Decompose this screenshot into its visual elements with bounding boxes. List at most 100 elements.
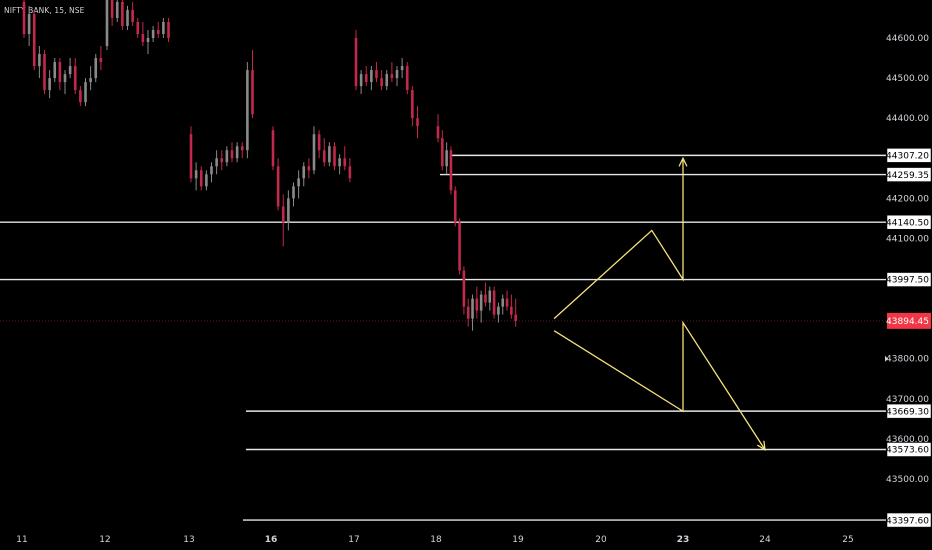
candle-body xyxy=(492,290,496,315)
candle-body xyxy=(121,1,124,26)
candle-body xyxy=(276,166,280,207)
candle-body xyxy=(68,66,72,75)
candle-body xyxy=(385,74,389,87)
candle-body xyxy=(156,29,160,34)
candle-body xyxy=(359,74,363,87)
candle-body xyxy=(317,134,321,151)
candle-body xyxy=(32,13,36,67)
projection-arrows xyxy=(553,156,766,451)
price-tick-label: 44100.00 xyxy=(886,234,929,244)
candle-body xyxy=(453,190,457,223)
candle-body xyxy=(240,146,244,151)
candle-body xyxy=(312,134,316,171)
candle-body xyxy=(38,54,41,67)
candle-body xyxy=(215,158,218,167)
candle-body xyxy=(484,294,487,303)
candles xyxy=(22,0,517,331)
candle-body xyxy=(210,166,213,175)
candle-body xyxy=(141,33,145,43)
candle-body xyxy=(63,74,67,83)
candle-body xyxy=(501,298,505,307)
candle-body xyxy=(99,58,103,63)
candle-body xyxy=(251,70,254,115)
level-price-badge xyxy=(886,403,932,419)
candle-body xyxy=(151,29,155,38)
candle-body xyxy=(27,13,31,34)
candle-body xyxy=(510,306,513,315)
candle-body xyxy=(411,90,414,119)
candle-body xyxy=(79,90,82,103)
candle-body xyxy=(235,146,239,159)
candle-body xyxy=(354,38,358,87)
candle-body xyxy=(445,150,448,167)
level-price-badge xyxy=(886,512,932,528)
level-price-label: 43573.60 xyxy=(886,446,929,456)
time-tick-label: 19 xyxy=(512,535,524,545)
candle-body xyxy=(328,146,331,163)
projection-down-path xyxy=(553,320,766,451)
candle-body xyxy=(287,198,290,223)
price-tick-label: 44600.00 xyxy=(886,34,929,44)
time-tick-label: 25 xyxy=(842,535,853,545)
candle-body xyxy=(462,270,466,307)
candle-body xyxy=(471,298,474,319)
price-tick-label: 43700.00 xyxy=(886,395,929,405)
time-tick-label: 11 xyxy=(16,535,27,545)
price-tick-label: 44500.00 xyxy=(886,74,929,84)
candle-body xyxy=(297,178,300,187)
candle-body xyxy=(110,0,114,18)
level-price-badge xyxy=(886,214,932,230)
candle-body xyxy=(380,78,383,87)
chart-title: NIFTY BANK, 15, NSE xyxy=(4,6,85,15)
time-tick-label: 18 xyxy=(430,535,442,545)
level-price-label: 43997.50 xyxy=(886,276,929,286)
projection-up-path xyxy=(553,158,684,320)
level-price-badge xyxy=(886,148,932,163)
candle-body xyxy=(322,150,326,163)
time-tick-label: 12 xyxy=(99,535,110,545)
time-tick-label: 16 xyxy=(265,535,278,545)
candle-body xyxy=(94,58,98,79)
candle-body xyxy=(194,170,198,179)
time-tick-label: 20 xyxy=(595,535,607,545)
price-scale-marker xyxy=(885,355,888,362)
candle-body xyxy=(205,174,208,187)
candle-body xyxy=(333,146,336,167)
time-tick-label: 17 xyxy=(348,535,359,545)
price-tick-label: 44200.00 xyxy=(886,194,929,204)
candle-body xyxy=(43,54,46,91)
candle-body xyxy=(126,9,129,26)
candle-body xyxy=(246,70,249,151)
candle-body xyxy=(167,21,170,38)
candle-body xyxy=(343,158,347,167)
level-lines xyxy=(0,154,886,521)
level-price-badge xyxy=(886,167,932,182)
candle-body xyxy=(89,78,92,83)
level-price-label: 44140.50 xyxy=(886,218,929,228)
candle-body xyxy=(370,70,373,83)
candle-body xyxy=(131,9,134,22)
candle-body xyxy=(514,314,517,322)
candle-body xyxy=(73,66,77,91)
candle-body xyxy=(84,82,87,103)
candle-body xyxy=(497,306,500,315)
candle-body xyxy=(189,134,193,179)
candle-body xyxy=(105,0,109,47)
price-tick-label: 43500.00 xyxy=(886,475,929,485)
candle-body xyxy=(162,21,165,34)
candle-body xyxy=(505,298,509,307)
level-price-label: 44259.35 xyxy=(886,171,929,181)
price-tick-label: 43600.00 xyxy=(886,435,929,445)
price-tick-label: 44400.00 xyxy=(886,114,929,124)
candle-body xyxy=(199,170,203,187)
candle-body xyxy=(479,294,483,311)
candle-body xyxy=(375,70,378,79)
level-price-badge xyxy=(886,272,932,287)
candle-body xyxy=(136,21,140,34)
candle-body xyxy=(405,66,409,91)
price-tick-label: 43800.00 xyxy=(886,355,929,365)
time-axis: 11 12 13 16 17 18 19 20 23 24 25 xyxy=(16,535,853,545)
candle-body xyxy=(466,306,470,319)
candle-body xyxy=(22,1,26,34)
